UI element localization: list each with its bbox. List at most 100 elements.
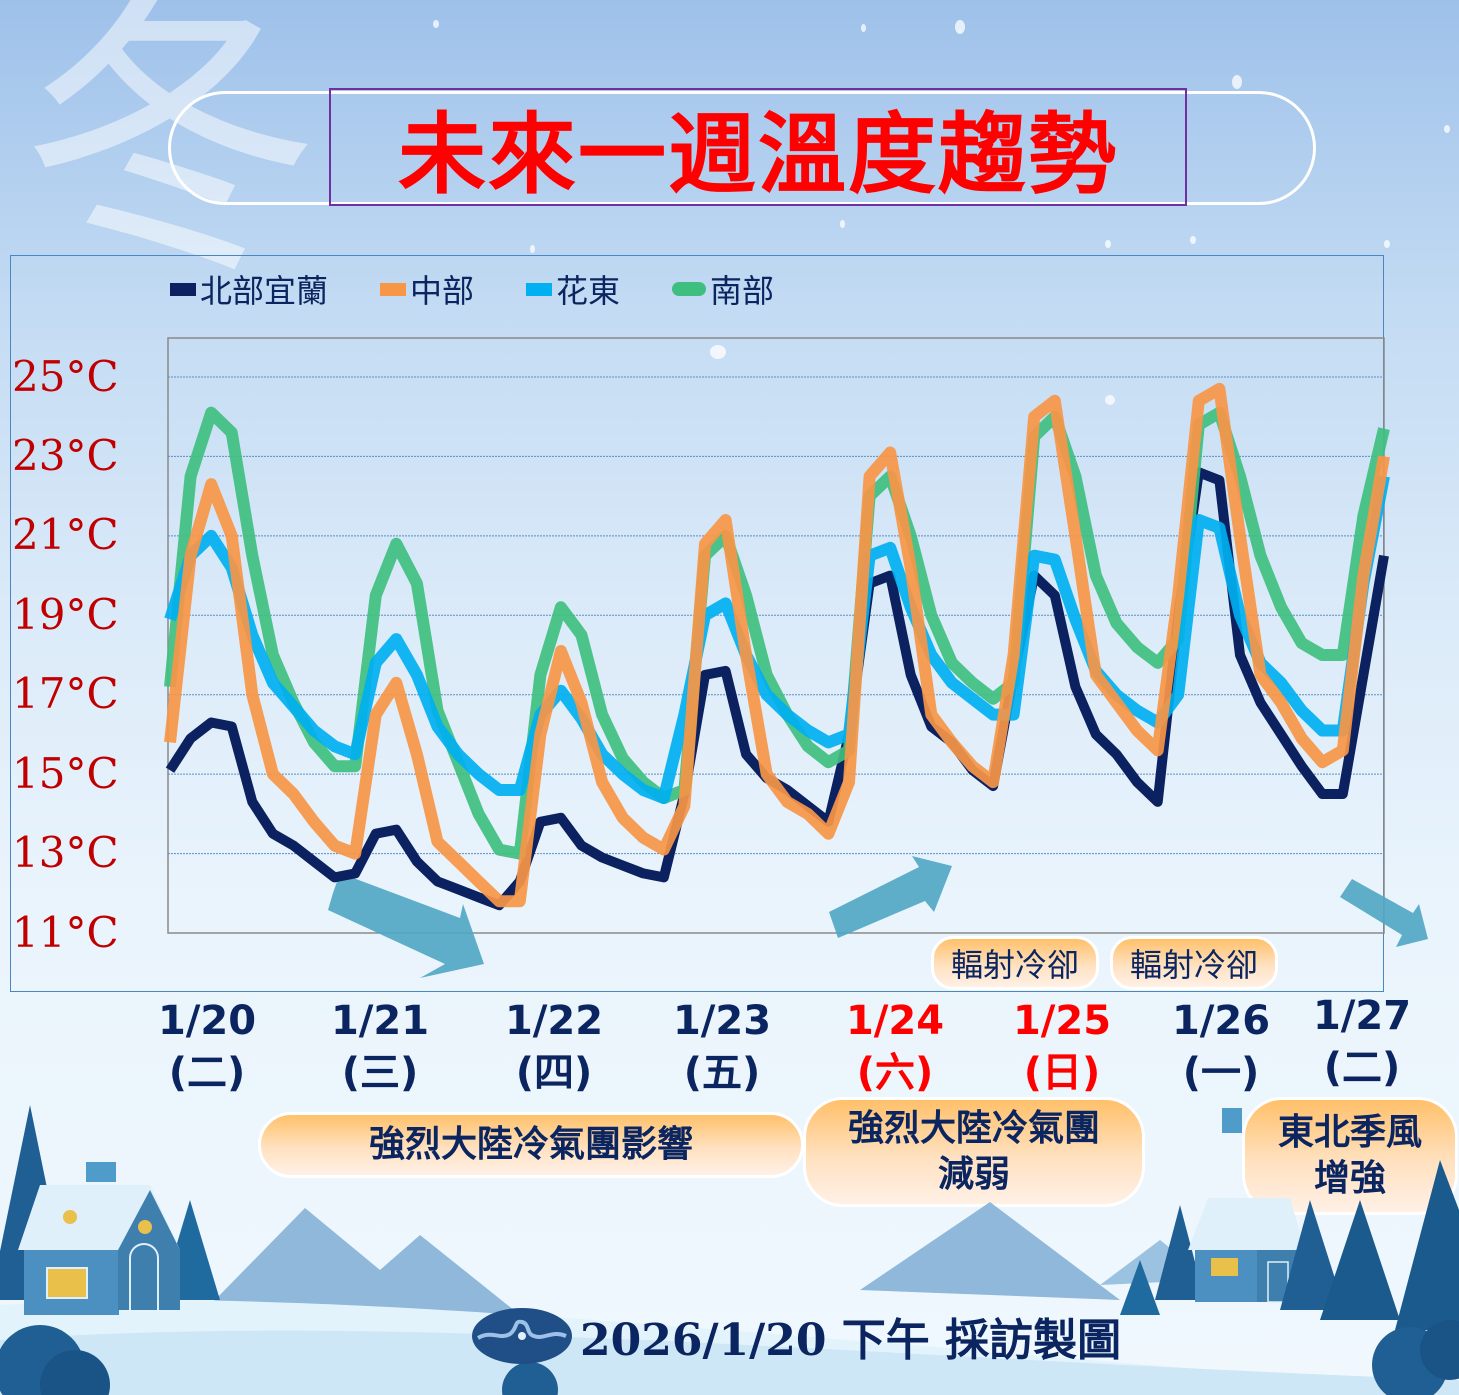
- legend-item-south: 南部: [672, 266, 774, 312]
- x-label-1-23: 1/23 (五): [652, 995, 792, 1099]
- snowflake: [710, 345, 726, 359]
- trend-arrow-down-right: [1340, 879, 1428, 947]
- phase-note-weakening-line2: 減弱: [937, 1154, 1010, 1195]
- house-roof: [1188, 1198, 1305, 1250]
- snowflake: [1105, 240, 1111, 248]
- mountain: [210, 1208, 520, 1315]
- legend-swatch-central: [380, 282, 407, 296]
- x-label-date: 1/26: [1171, 998, 1271, 1044]
- pine-tree: [1155, 1205, 1205, 1300]
- legend-label-north: 北部宜蘭: [200, 272, 329, 310]
- house-chimney: [1222, 1108, 1242, 1133]
- legend-item-east: 花東: [526, 266, 620, 312]
- y-tick-19: 19°C: [12, 590, 119, 639]
- phase-note-cold-air-weakening: 強烈大陸冷氣團 減弱: [803, 1097, 1145, 1207]
- series-line-central: [164, 382, 1390, 908]
- y-tick-23: 23°C: [12, 431, 119, 480]
- legend-item-north: 北部宜蘭: [170, 266, 328, 312]
- x-label-weekday: (三): [341, 1050, 419, 1096]
- phase-note-monsoon-line2: 增強: [1313, 1158, 1386, 1199]
- legend-swatch-east: [526, 282, 553, 296]
- y-tick-17: 17°C: [12, 669, 119, 718]
- mountain: [860, 1202, 1120, 1300]
- x-label-weekday: (一): [1182, 1050, 1260, 1096]
- x-label-date: 1/25: [1012, 998, 1112, 1044]
- house-round-window: [138, 1220, 152, 1234]
- bush: [1420, 1320, 1459, 1380]
- x-label-date: 1/24: [845, 998, 945, 1044]
- x-label-1-27: 1/27 (二): [1292, 990, 1432, 1094]
- footer-date-credit: 2026/1/20 下午 採訪製圖: [580, 1315, 1122, 1366]
- radiative-cooling-note-1025: 輻射冷卻: [1110, 936, 1278, 990]
- phase-note-monsoon-strengthening: 東北季風 增強: [1242, 1097, 1458, 1215]
- phase-note-weakening-line1: 強烈大陸冷氣團: [847, 1108, 1100, 1149]
- house-window: [1211, 1258, 1238, 1276]
- winter-scene-illustration: [0, 1105, 1459, 1395]
- y-tick-25: 25°C: [12, 352, 119, 401]
- radiative-cooling-note-1024: 輻射冷卻: [931, 936, 1099, 990]
- house-chimney: [86, 1162, 116, 1182]
- snowflake: [861, 24, 866, 32]
- trend-arrow-down: [328, 873, 484, 978]
- snowflake: [1190, 236, 1196, 244]
- snowflake: [1232, 75, 1242, 89]
- y-tick-11: 11°C: [12, 908, 119, 957]
- legend-swatch-north: [170, 282, 196, 296]
- temperature-line-chart: [164, 337, 1428, 978]
- snowflake: [1384, 240, 1390, 248]
- snowflake: [1105, 395, 1115, 405]
- x-label-1-21: 1/21 (三): [310, 995, 450, 1099]
- phase-note-monsoon-line1: 東北季風: [1277, 1112, 1422, 1153]
- legend-label-central: 中部: [410, 272, 475, 310]
- x-label-weekday: (二): [1323, 1045, 1401, 1091]
- snowflake: [433, 20, 439, 28]
- house-round-window: [63, 1210, 77, 1224]
- legend-label-east: 花東: [556, 272, 621, 310]
- pine-tree: [1120, 1260, 1160, 1315]
- x-label-1-20: 1/20 (二): [137, 995, 277, 1099]
- x-label-weekday: (五): [683, 1050, 761, 1096]
- chart-legend: 北部宜蘭 中部 花東 南部: [170, 266, 774, 312]
- bush: [502, 1362, 558, 1395]
- x-label-1-22: 1/22 (四): [484, 995, 624, 1099]
- pine-tree: [1395, 1160, 1459, 1330]
- title-pill-outline: [168, 91, 1316, 205]
- pine-tree: [1320, 1200, 1400, 1320]
- legend-swatch-south: [672, 282, 707, 296]
- x-label-weekday: (六): [856, 1050, 934, 1096]
- title-box: 未來一週溫度趨勢: [329, 88, 1187, 206]
- page-title: 未來一週溫度趨勢: [397, 102, 1118, 206]
- snow-hill-front: [0, 1330, 1459, 1395]
- bush: [40, 1350, 110, 1395]
- snowflake: [840, 220, 845, 228]
- cwa-logo-icon: [472, 1308, 572, 1364]
- pine-tree: [1280, 1200, 1345, 1310]
- x-label-date: 1/23: [672, 998, 772, 1044]
- series-line-east: [164, 475, 1390, 804]
- house-window: [46, 1267, 88, 1299]
- y-tick-21: 21°C: [12, 510, 119, 559]
- phase-note-strong-cold-air: 強烈大陸冷氣團影響: [258, 1112, 804, 1178]
- snowflake: [530, 245, 535, 253]
- legend-item-central: 中部: [380, 266, 474, 312]
- plot-area: [167, 337, 1385, 934]
- x-label-weekday: (日): [1023, 1050, 1101, 1096]
- y-tick-15: 15°C: [12, 749, 119, 798]
- x-label-weekday: (四): [515, 1050, 593, 1096]
- y-tick-13: 13°C: [12, 828, 119, 877]
- trend-arrow-up: [829, 856, 952, 938]
- snowflake: [1444, 125, 1450, 133]
- x-label-date: 1/27: [1312, 993, 1412, 1039]
- phase-note-strong-cold-air-text: 強烈大陸冷氣團影響: [368, 1124, 693, 1165]
- x-label-date: 1/22: [504, 998, 604, 1044]
- x-label-weekday: (二): [168, 1050, 246, 1096]
- snowflake: [955, 20, 965, 34]
- x-label-1-26: 1/26 (一): [1151, 995, 1291, 1099]
- house-door: [129, 1243, 159, 1310]
- x-label-date: 1/21: [330, 998, 430, 1044]
- x-label-1-24: 1/24 (六): [825, 995, 965, 1099]
- x-label-1-25: 1/25 (日): [992, 995, 1132, 1099]
- footer: 2026/1/20 下午 採訪製圖: [470, 1304, 1121, 1368]
- x-label-date: 1/20: [157, 998, 257, 1044]
- legend-label-south: 南部: [710, 272, 775, 310]
